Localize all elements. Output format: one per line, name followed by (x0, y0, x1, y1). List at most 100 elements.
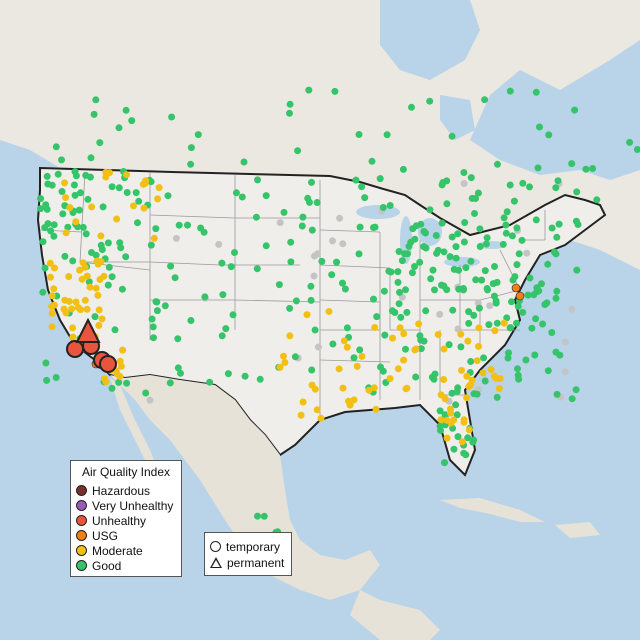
good-monitor (58, 156, 65, 164)
moderate-monitor (403, 384, 411, 392)
good-monitor (420, 243, 428, 251)
good-monitor (452, 243, 460, 251)
good-monitor (168, 113, 176, 121)
good-monitor (515, 375, 523, 383)
good-monitor (280, 208, 288, 216)
good-monitor (411, 263, 418, 270)
good-monitor (291, 353, 299, 361)
good-monitor (491, 263, 498, 270)
good-monitor (232, 189, 240, 197)
good-monitor (104, 239, 112, 247)
moderate-monitor (72, 218, 80, 226)
good-monitor (508, 298, 515, 306)
good-monitor (262, 192, 270, 200)
good-monitor (553, 390, 561, 398)
good-monitor (412, 373, 420, 381)
moderate-monitor (458, 366, 465, 374)
good-monitor (52, 374, 60, 381)
good-monitor (402, 286, 409, 294)
good-monitor (515, 250, 523, 258)
good-monitor (341, 285, 349, 293)
moderate-monitor (457, 330, 465, 338)
inactive-monitor (314, 343, 322, 351)
good-monitor (505, 349, 512, 357)
good-monitor (373, 313, 381, 321)
legend-item-very-unhealthy: Very Unhealthy (76, 498, 173, 513)
moderate-monitor (83, 272, 91, 280)
good-monitor (308, 178, 315, 186)
inactive-monitor (276, 219, 284, 227)
good-monitor (438, 181, 446, 189)
good-monitor (260, 512, 268, 520)
good-monitor (96, 139, 104, 147)
moderate-monitor (113, 215, 121, 223)
moderate-monitor (308, 381, 316, 389)
moderate-monitor (72, 298, 80, 306)
good-monitor (135, 197, 143, 205)
unhealthy-monitor (99, 355, 117, 373)
inactive-monitor (311, 252, 318, 260)
good-monitor (476, 225, 484, 233)
good-monitor (506, 87, 514, 95)
good-monitor (467, 174, 475, 182)
good-monitor (481, 267, 489, 275)
moderate-monitor (74, 304, 82, 311)
moderate-monitor (463, 372, 471, 380)
good-monitor (440, 248, 448, 256)
good-monitor (483, 285, 491, 292)
legend-item-temporary: temporary (210, 539, 280, 554)
baja-land (110, 378, 160, 475)
good-monitor (480, 354, 488, 362)
good-monitor (568, 160, 576, 168)
moderate-monitor (317, 414, 325, 422)
good-monitor (187, 160, 195, 168)
good-monitor (452, 254, 460, 262)
good-monitor (443, 200, 451, 208)
moderate-monitor (92, 284, 100, 292)
moderate-monitor (140, 204, 148, 212)
good-monitor (457, 343, 465, 351)
good-monitor (59, 210, 67, 218)
moderate-monitor (48, 309, 56, 317)
good-monitor (470, 436, 478, 444)
moderate-monitor (434, 331, 442, 338)
good-monitor (568, 395, 576, 403)
moderate-monitor (65, 273, 73, 280)
good-monitor (254, 176, 261, 184)
good-monitor (426, 97, 434, 105)
moderate-monitor (276, 363, 284, 371)
good-monitor (633, 146, 640, 153)
good-monitor (514, 365, 521, 373)
good-monitor (383, 131, 391, 139)
good-monitor (532, 315, 540, 323)
good-monitor (397, 313, 405, 321)
legend-item-usg: USG (76, 528, 118, 543)
good-monitor (573, 188, 581, 196)
good-monitor (339, 279, 346, 287)
good-monitor (531, 351, 539, 359)
good-monitor (506, 181, 514, 189)
moderate-monitor (491, 327, 499, 335)
inactive-monitor (561, 338, 569, 346)
good-monitor (86, 173, 94, 181)
moderate-monitor (88, 203, 96, 211)
good-monitor (481, 377, 489, 385)
good-monitor (582, 165, 590, 173)
moderate-monitor (78, 275, 86, 283)
moderate-monitor (303, 311, 311, 319)
usg-monitor (515, 291, 525, 301)
good-monitor (52, 143, 60, 151)
good-monitor (402, 345, 409, 353)
good-monitor (503, 208, 511, 216)
moderate-monitor (458, 438, 466, 446)
good-monitor (427, 275, 435, 283)
good-monitor (470, 390, 478, 398)
good-monitor (85, 278, 93, 286)
good-monitor (134, 219, 141, 227)
good-monitor (380, 287, 388, 295)
good-monitor (371, 223, 379, 231)
moderate-monitor (297, 411, 305, 419)
good-monitor (448, 389, 456, 397)
good-monitor (465, 319, 473, 327)
moderate-monitor (447, 409, 455, 417)
